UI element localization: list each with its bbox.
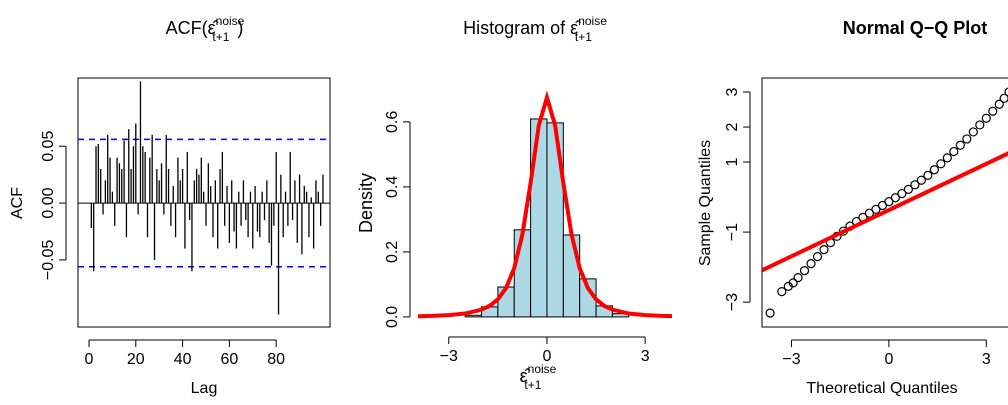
qq-point (806, 259, 816, 269)
qq-point (793, 273, 803, 283)
title-sub: t+1 (575, 30, 592, 44)
qq-point (981, 113, 991, 123)
y-tick-label: 1 (724, 158, 741, 167)
qq-point (897, 188, 907, 199)
y-tick-label: 0.6 (384, 111, 401, 133)
x-label-symbol: ε̂ (520, 366, 531, 386)
y-tick-label: −3 (724, 293, 741, 311)
y-label: Sample Quantiles (697, 140, 714, 266)
chart-title: Histogram of ε̂noise t+1 (463, 14, 607, 44)
x-tick-label: 0 (85, 351, 94, 368)
qq-point (788, 278, 798, 288)
y-tick-label: 3 (724, 87, 741, 96)
histogram-bar (530, 118, 548, 318)
qq-point (910, 180, 920, 190)
x-label-sup: noise (528, 362, 557, 376)
qq-point (890, 193, 901, 203)
x-tick-label: −3 (440, 348, 458, 365)
y-tick-label: 2 (724, 122, 741, 131)
y-label: Density (356, 173, 376, 233)
x-tick-label: 20 (127, 351, 145, 368)
x-label: Theoretical Quantiles (806, 380, 957, 397)
x-tick-label: 3 (641, 348, 650, 365)
qq-point (955, 140, 965, 150)
density-curve (418, 90, 672, 319)
qq-point (962, 134, 972, 144)
qq-point (799, 266, 810, 276)
x-tick-label: 40 (174, 351, 192, 368)
qq-point (949, 146, 959, 157)
chart-title: ACF(ε̂noise t+1) (166, 14, 245, 44)
histogram-bar (513, 229, 532, 318)
plot-frame (761, 77, 1008, 328)
title-part: ACF( (166, 18, 208, 38)
qq-point (916, 175, 926, 185)
x-tick-label: −3 (782, 351, 800, 368)
histogram-bar (562, 234, 581, 318)
y-tick-label: −0.05 (40, 240, 57, 281)
y-tick-label: 0.00 (40, 187, 57, 218)
x-label: Lag (191, 380, 218, 397)
y-tick-label: 0.0 (384, 306, 401, 328)
y-tick-label: 0.05 (40, 131, 57, 162)
qq-point (819, 245, 829, 255)
y-tick-label: 0.2 (384, 241, 401, 263)
title-sup: noise (578, 14, 607, 28)
title-part: ) (237, 18, 243, 38)
qq-point (1004, 87, 1008, 97)
title-sup: noise (216, 14, 245, 28)
title-symbol: ε̂ (570, 18, 581, 38)
qq-point (999, 93, 1008, 103)
title-symbol: ε̂ (208, 18, 219, 38)
qq-point (923, 170, 933, 180)
x-tick-label: 0 (543, 348, 552, 365)
qq-point (994, 99, 1004, 109)
histogram-bar (497, 286, 515, 318)
qq-point (777, 287, 787, 297)
y-tick-label: −1 (724, 223, 741, 241)
qq-point (988, 106, 998, 116)
x-tick-label: 3 (982, 351, 991, 368)
qq-point (929, 165, 939, 175)
x-label: ε̂noise t+1 (520, 362, 557, 392)
y-label: ACF (9, 187, 26, 219)
x-tick-label: 80 (267, 351, 285, 368)
y-tick-label: 0.4 (384, 176, 401, 198)
qq-point (812, 252, 823, 262)
x-label-sub: t+1 (524, 378, 541, 392)
qq-point (968, 127, 978, 137)
plot-frame (77, 77, 331, 328)
title-part: Histogram of (463, 18, 570, 38)
x-tick-label: 0 (884, 351, 893, 368)
qq-point (903, 184, 913, 194)
histogram-bar (464, 314, 483, 318)
qq-point (936, 159, 946, 169)
qq-point (942, 153, 952, 163)
qq-point (975, 120, 985, 130)
qq-point (765, 308, 775, 318)
title-sub: t+1 (212, 30, 229, 44)
qq-line (762, 151, 1008, 273)
x-tick-label: 60 (220, 351, 238, 368)
chart-title: Normal Q−Q Plot (843, 18, 988, 38)
